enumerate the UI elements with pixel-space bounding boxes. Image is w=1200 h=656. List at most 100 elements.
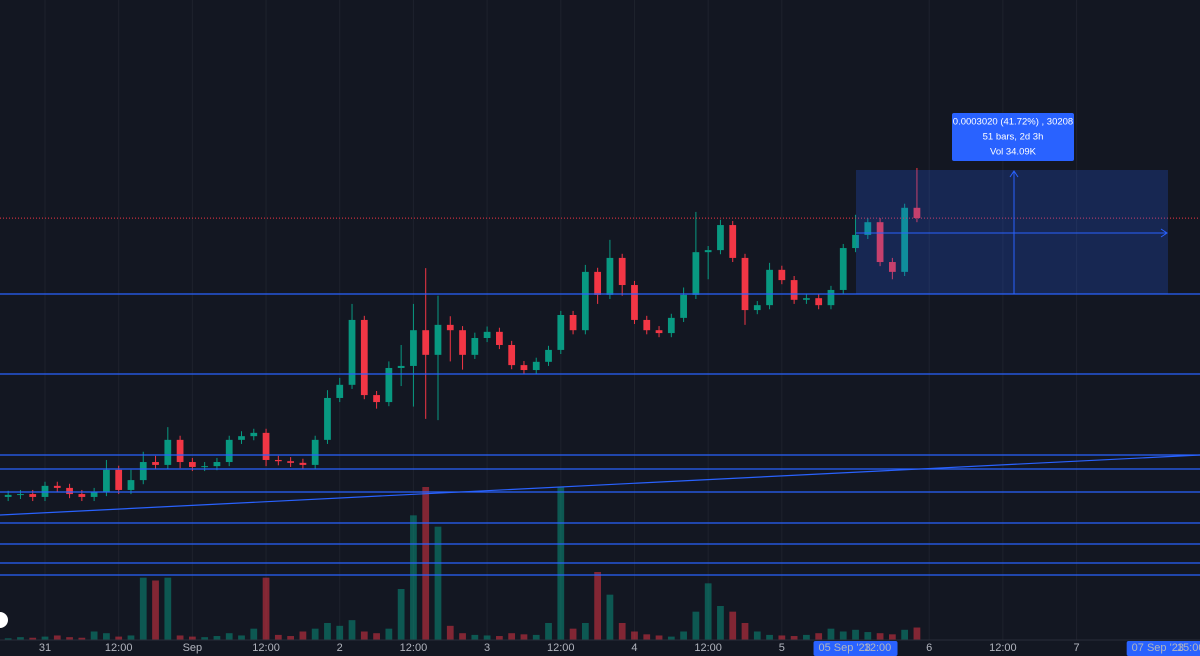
volume-bar bbox=[692, 611, 700, 640]
candle-body bbox=[508, 344, 516, 366]
crosshair-date: 05 Sep '23 bbox=[819, 642, 871, 654]
axis-strip bbox=[0, 640, 1200, 656]
x-tick-label: 2 bbox=[337, 642, 343, 654]
candle-body bbox=[741, 257, 749, 311]
volume-bar bbox=[373, 633, 380, 640]
candle-body bbox=[287, 461, 294, 463]
x-tick-label: 12:00 bbox=[547, 642, 575, 654]
candle-body bbox=[803, 298, 810, 300]
volume-bar bbox=[434, 526, 442, 640]
candle-body bbox=[373, 395, 380, 403]
volume-bar bbox=[66, 637, 73, 640]
candle-body bbox=[324, 397, 331, 440]
logo[interactable] bbox=[0, 612, 8, 628]
volume-bar bbox=[876, 633, 884, 640]
volume-bar bbox=[360, 631, 368, 640]
candle-body bbox=[410, 330, 417, 366]
candle-body bbox=[778, 269, 786, 281]
candle-body bbox=[913, 207, 921, 219]
candle-body bbox=[569, 315, 577, 331]
candle-body bbox=[876, 222, 884, 263]
volume-bar bbox=[274, 634, 282, 640]
volume-pane bbox=[4, 487, 921, 640]
x-tick-label: 12:00 bbox=[105, 642, 133, 654]
candle-body bbox=[274, 459, 282, 462]
candle-body bbox=[90, 492, 98, 497]
candle-body bbox=[139, 462, 147, 481]
x-tick-label: 12:00 bbox=[694, 642, 722, 654]
candle-body bbox=[532, 361, 540, 371]
measure-text: 51 bars, 2d 3h bbox=[983, 132, 1044, 143]
candle-body bbox=[717, 225, 724, 251]
volume-bar bbox=[336, 625, 344, 640]
volume-bar bbox=[508, 633, 516, 640]
volume-bar bbox=[115, 636, 123, 640]
volume-bar bbox=[446, 625, 454, 640]
x-tick-label: 4 bbox=[631, 642, 637, 654]
volume-bar bbox=[839, 631, 847, 640]
volume-bar bbox=[250, 628, 258, 640]
volume-bar bbox=[459, 633, 466, 640]
crosshair-time: 15:00 bbox=[1177, 642, 1200, 654]
candle-body bbox=[385, 367, 393, 403]
volume-bar bbox=[631, 631, 638, 640]
volume-bar bbox=[164, 577, 172, 640]
volume-bar bbox=[704, 583, 712, 640]
volume-bar bbox=[680, 631, 687, 640]
candle-body bbox=[152, 462, 159, 465]
volume-bar bbox=[127, 635, 135, 640]
candle-body bbox=[901, 207, 909, 272]
x-tick-label: 6 bbox=[926, 642, 932, 654]
candle-body bbox=[790, 280, 798, 300]
candle-body bbox=[606, 257, 614, 295]
candle-body bbox=[888, 262, 896, 272]
candle-body bbox=[262, 432, 270, 460]
arrow-head bbox=[1160, 228, 1168, 238]
candle-body bbox=[545, 349, 552, 362]
volume-bar bbox=[852, 629, 859, 640]
crosshair-time: 12:00 bbox=[864, 642, 892, 654]
candle-body bbox=[729, 225, 737, 258]
volume-bar bbox=[201, 637, 209, 640]
volume-bar bbox=[913, 627, 921, 640]
candle-body bbox=[17, 494, 24, 496]
x-tick-label: 12:00 bbox=[400, 642, 428, 654]
volume-bar bbox=[483, 635, 491, 640]
candle-body bbox=[827, 289, 835, 306]
candles bbox=[0, 167, 1200, 502]
volume-bar bbox=[397, 589, 405, 640]
candle-body bbox=[103, 469, 110, 493]
candle-body bbox=[336, 384, 344, 398]
volume-bar bbox=[348, 620, 356, 640]
volume-bar bbox=[176, 635, 184, 640]
x-tick-label: 3 bbox=[484, 642, 490, 654]
volume-bar bbox=[53, 635, 61, 640]
candle-body bbox=[201, 466, 209, 468]
volume-bar bbox=[778, 635, 786, 640]
x-tick-label: Sep bbox=[183, 642, 203, 654]
candle-body bbox=[643, 319, 651, 331]
volume-bar bbox=[188, 636, 196, 640]
volume-bar bbox=[152, 580, 159, 640]
volume-bar bbox=[262, 577, 270, 640]
volume-bar bbox=[90, 631, 98, 640]
arrow-head bbox=[1009, 170, 1019, 178]
candle-body bbox=[422, 330, 430, 355]
volume-bar bbox=[888, 634, 896, 640]
crosshair-label bbox=[813, 641, 898, 656]
volume-bar bbox=[827, 628, 835, 640]
trend-line[interactable] bbox=[0, 454, 1200, 516]
candle-body bbox=[446, 324, 454, 331]
candle-body bbox=[471, 338, 479, 355]
candle-body bbox=[225, 439, 233, 463]
candle-body bbox=[520, 365, 528, 371]
volume-bar bbox=[643, 634, 651, 640]
candle-body bbox=[348, 319, 356, 385]
volume-bar bbox=[520, 634, 528, 640]
candle-body bbox=[115, 469, 123, 490]
volume-bar bbox=[287, 636, 294, 640]
candle-body bbox=[311, 439, 319, 465]
volume-bar bbox=[410, 515, 417, 640]
candle-body bbox=[557, 315, 565, 350]
measure-box[interactable] bbox=[856, 170, 1168, 294]
